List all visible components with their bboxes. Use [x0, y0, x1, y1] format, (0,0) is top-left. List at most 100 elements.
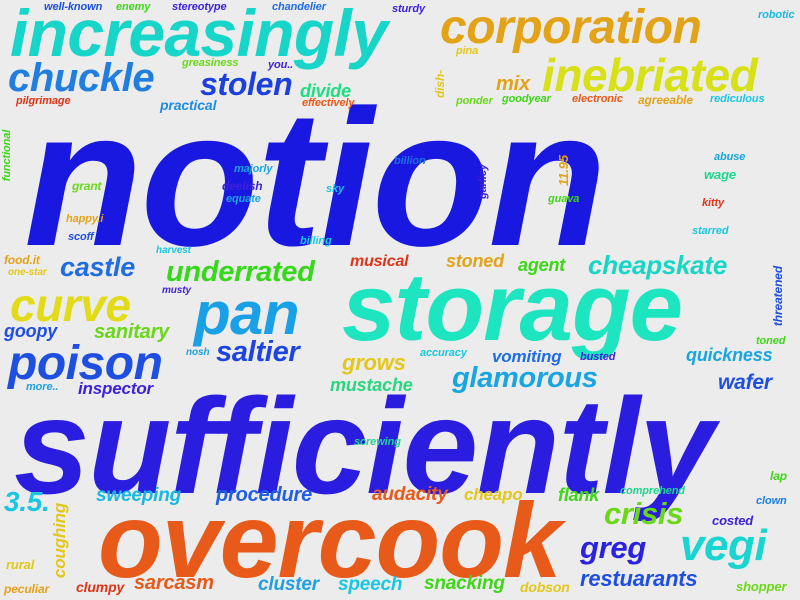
word-functional: functional — [1, 129, 14, 182]
word-effectively: effectively — [302, 97, 355, 109]
word-sanitary: sanitary — [94, 321, 170, 343]
word-robotic: robotic — [758, 9, 795, 21]
word-storage: storage — [342, 254, 683, 361]
word-castle: castle — [60, 252, 135, 282]
word-majorly: majorly — [234, 163, 273, 175]
word-cheapskate: cheapskate — [588, 250, 728, 280]
word-agent: agent — [518, 255, 566, 275]
word-harvest: harvest — [156, 245, 191, 256]
word-musty: musty — [162, 285, 191, 296]
word-greg: greg — [580, 530, 646, 565]
word-busted: busted — [580, 351, 616, 363]
word-rural: rural — [6, 557, 35, 572]
word-deelish: deelish — [222, 179, 263, 193]
word-wage: wage — [704, 167, 736, 182]
word-underrated: underrated — [166, 256, 315, 288]
word-goodyear: goodyear — [502, 93, 551, 105]
word-peculiar: peculiar — [4, 582, 50, 596]
word-sarcasm: sarcasm — [134, 572, 214, 594]
word-grows: grows — [342, 350, 406, 375]
word-comprehend: comprehend — [620, 485, 685, 497]
word-costed: costed — [712, 513, 754, 528]
word-sky: sky — [326, 183, 345, 195]
word-glamorous: glamorous — [452, 362, 598, 394]
word-kitty: kitty — [702, 197, 725, 209]
word-guava: guava — [548, 193, 580, 205]
word-toned: toned — [756, 335, 786, 347]
word-clumpy: clumpy — [76, 579, 125, 595]
word-grant: grant — [72, 179, 102, 193]
word-pilgrimage: pilgrimage — [16, 95, 71, 107]
word-notion: notion — [24, 70, 607, 287]
word-nosh: nosh — [186, 347, 210, 358]
word-lap: lap — [770, 469, 787, 483]
word-crisis: crisis — [604, 496, 684, 531]
word-billing: billing — [300, 235, 332, 247]
word-accuracy: accuracy — [420, 347, 467, 359]
word-saltier: saltier — [216, 336, 300, 368]
word-flank: flank — [558, 485, 600, 505]
word-scoff: scoff — [68, 231, 94, 243]
word-audacity: audacity — [372, 484, 448, 505]
word-snacking: snacking — [424, 573, 505, 594]
word-agreeable: agreeable — [638, 93, 693, 107]
word-you: you.. — [268, 59, 294, 71]
word-rediculous: rediculous — [710, 93, 765, 105]
word-clown: clown — [756, 495, 787, 507]
word-speech: speech — [338, 574, 403, 595]
word-wafer: wafer — [718, 371, 772, 394]
word-well-known: well-known — [44, 1, 103, 13]
word-poison: poison — [8, 337, 163, 390]
word-11-95: 11.95 — [555, 155, 571, 186]
word-practical: practical — [160, 97, 217, 113]
word-stereotype: stereotype — [172, 1, 227, 13]
word-ponder: ponder — [456, 95, 493, 107]
word-one-star: one-star — [8, 267, 47, 278]
word-equate: equate — [226, 193, 261, 205]
word-chuckle: chuckle — [8, 56, 155, 100]
word-food-it: food.it — [4, 253, 40, 267]
word-goopy: goopy — [4, 321, 58, 341]
word-shopper: shopper — [736, 579, 787, 594]
word-billion: billion — [394, 155, 426, 167]
word-dobson: dobson — [520, 579, 570, 595]
word-increasingly: increasingly — [10, 0, 388, 70]
word-dish: dish- — [433, 69, 448, 99]
word-overcook: overcook — [98, 482, 562, 600]
word-mustache: mustache — [330, 375, 413, 395]
word-restuarants: restuarants — [580, 566, 698, 591]
word-3-5: 3.5. — [4, 486, 50, 517]
word-sweeping: sweeping — [96, 485, 182, 506]
word-musical: musical — [350, 253, 409, 270]
word-divide: divide — [300, 81, 351, 101]
word-garlicy: garlicy — [476, 164, 489, 199]
word-more: more.. — [26, 381, 59, 393]
word-procedure: procedure — [216, 484, 313, 506]
word-pan: pan — [194, 280, 299, 347]
word-starred: starred — [692, 225, 729, 237]
word-inebriated: inebriated — [542, 49, 758, 101]
word-happy-i: happy.i — [66, 213, 104, 225]
word-coughing: coughing — [50, 502, 70, 579]
word-vegi: vegi — [680, 521, 767, 570]
word-screwing: screwing — [354, 436, 401, 448]
word-threatened: threatened — [771, 265, 786, 327]
word-stoned: stoned — [446, 251, 504, 271]
word-chandelier: chandelier — [272, 1, 326, 13]
word-corporation: corporation — [440, 1, 702, 54]
word-electronic: electronic — [572, 93, 623, 105]
word-quickness: quickness — [686, 345, 773, 365]
word-enemy: enemy — [116, 1, 151, 13]
word-stolen: stolen — [200, 66, 293, 102]
word-sufficiently: sufficiently — [14, 370, 715, 522]
word-sturdy: sturdy — [392, 3, 425, 15]
word-cheapo: cheapo — [464, 485, 523, 504]
word-cluster: cluster — [258, 574, 319, 595]
word-mix: mix — [496, 73, 530, 95]
word-pina: pina — [456, 45, 479, 57]
word-abuse: abuse — [714, 151, 746, 163]
word-vomiting: vomiting — [492, 347, 562, 366]
word-greasiness: greasiness — [182, 57, 239, 69]
word-curve: curve — [10, 279, 131, 331]
